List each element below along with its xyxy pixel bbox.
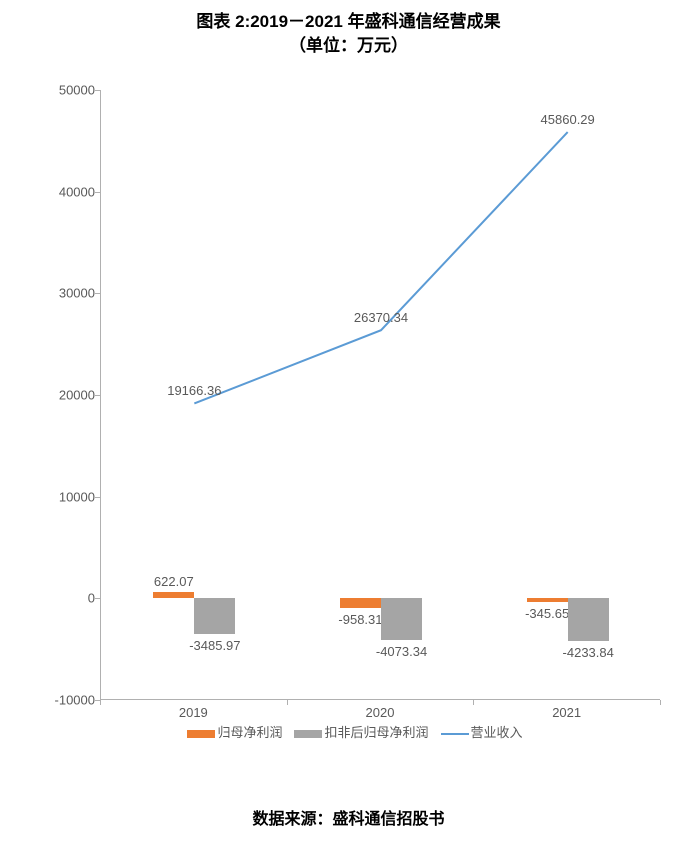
y-axis-tick-label: 40000 [40,184,95,199]
y-axis-tick-mark [95,192,100,193]
x-axis-tick-label: 2021 [552,705,581,720]
legend-label: 归母净利润 [217,725,282,740]
x-axis-tick-label: 2020 [366,705,395,720]
bar-label: -4073.34 [376,644,427,659]
y-axis-tick-mark [95,497,100,498]
y-axis-tick-label: 30000 [40,286,95,301]
plot-area: 622.07 -958.31 -345.65 -3485.97 -4073.34 -423… [100,90,660,700]
legend-label: 营业收入 [471,725,523,740]
bar-label: 622.07 [154,574,194,589]
y-axis-tick-label: 20000 [40,388,95,403]
data-source: 数据来源：盛科通信招股书 [0,805,697,829]
bar-归母净利润 [527,598,568,602]
bar-label: -3485.97 [189,638,240,653]
chart-title: 图表 2:2019－2021 年盛科通信经营成果 （单位：万元） [0,0,697,58]
line-point-label: 45860.29 [541,112,595,127]
y-axis-tick-label: 0 [40,591,95,606]
line-point-label: 19166.36 [167,383,221,398]
y-axis-tick-mark [95,90,100,91]
legend-label: 扣非后归母净利润 [324,725,428,740]
legend-swatch [294,730,322,738]
bar-扣非后归母净利润 [568,598,609,641]
legend: 归母净利润 扣非后归母净利润 营业收入 [40,722,670,741]
line-point-label: 26370.34 [354,310,408,325]
legend-item: 扣非后归母净利润 [294,722,428,741]
bar-扣非后归母净利润 [381,598,422,639]
title-line-2: （单位：万元） [0,34,697,58]
y-axis-tick-mark [95,395,100,396]
line-series [194,132,567,403]
y-axis-tick-label: 50000 [40,83,95,98]
legend-item: 归母净利润 [187,722,282,741]
x-axis-tick-label: 2019 [179,705,208,720]
legend-swatch [441,733,469,735]
bar-label: -345.65 [525,606,569,621]
y-axis-tick-mark [95,598,100,599]
chart-area: 622.07 -958.31 -345.65 -3485.97 -4073.34 -423… [40,70,670,760]
x-axis-tick-mark [660,700,661,705]
x-axis-tick-mark [287,700,288,705]
y-axis-tick-label: -10000 [40,693,95,708]
x-axis-tick-mark [473,700,474,705]
legend-item: 营业收入 [441,722,523,741]
bar-归母净利润 [340,598,381,608]
y-axis-tick-label: 10000 [40,489,95,504]
bar-label: -958.31 [338,612,382,627]
bar-扣非后归母净利润 [194,598,235,633]
title-line-1: 图表 2:2019－2021 年盛科通信经营成果 [0,10,697,34]
bar-归母净利润 [153,592,194,598]
y-axis-tick-mark [95,293,100,294]
x-axis-tick-mark [100,700,101,705]
bar-label: -4233.84 [563,645,614,660]
legend-swatch [187,730,215,738]
chart-container: 图表 2:2019－2021 年盛科通信经营成果 （单位：万元） 622.07 -… [0,0,697,842]
